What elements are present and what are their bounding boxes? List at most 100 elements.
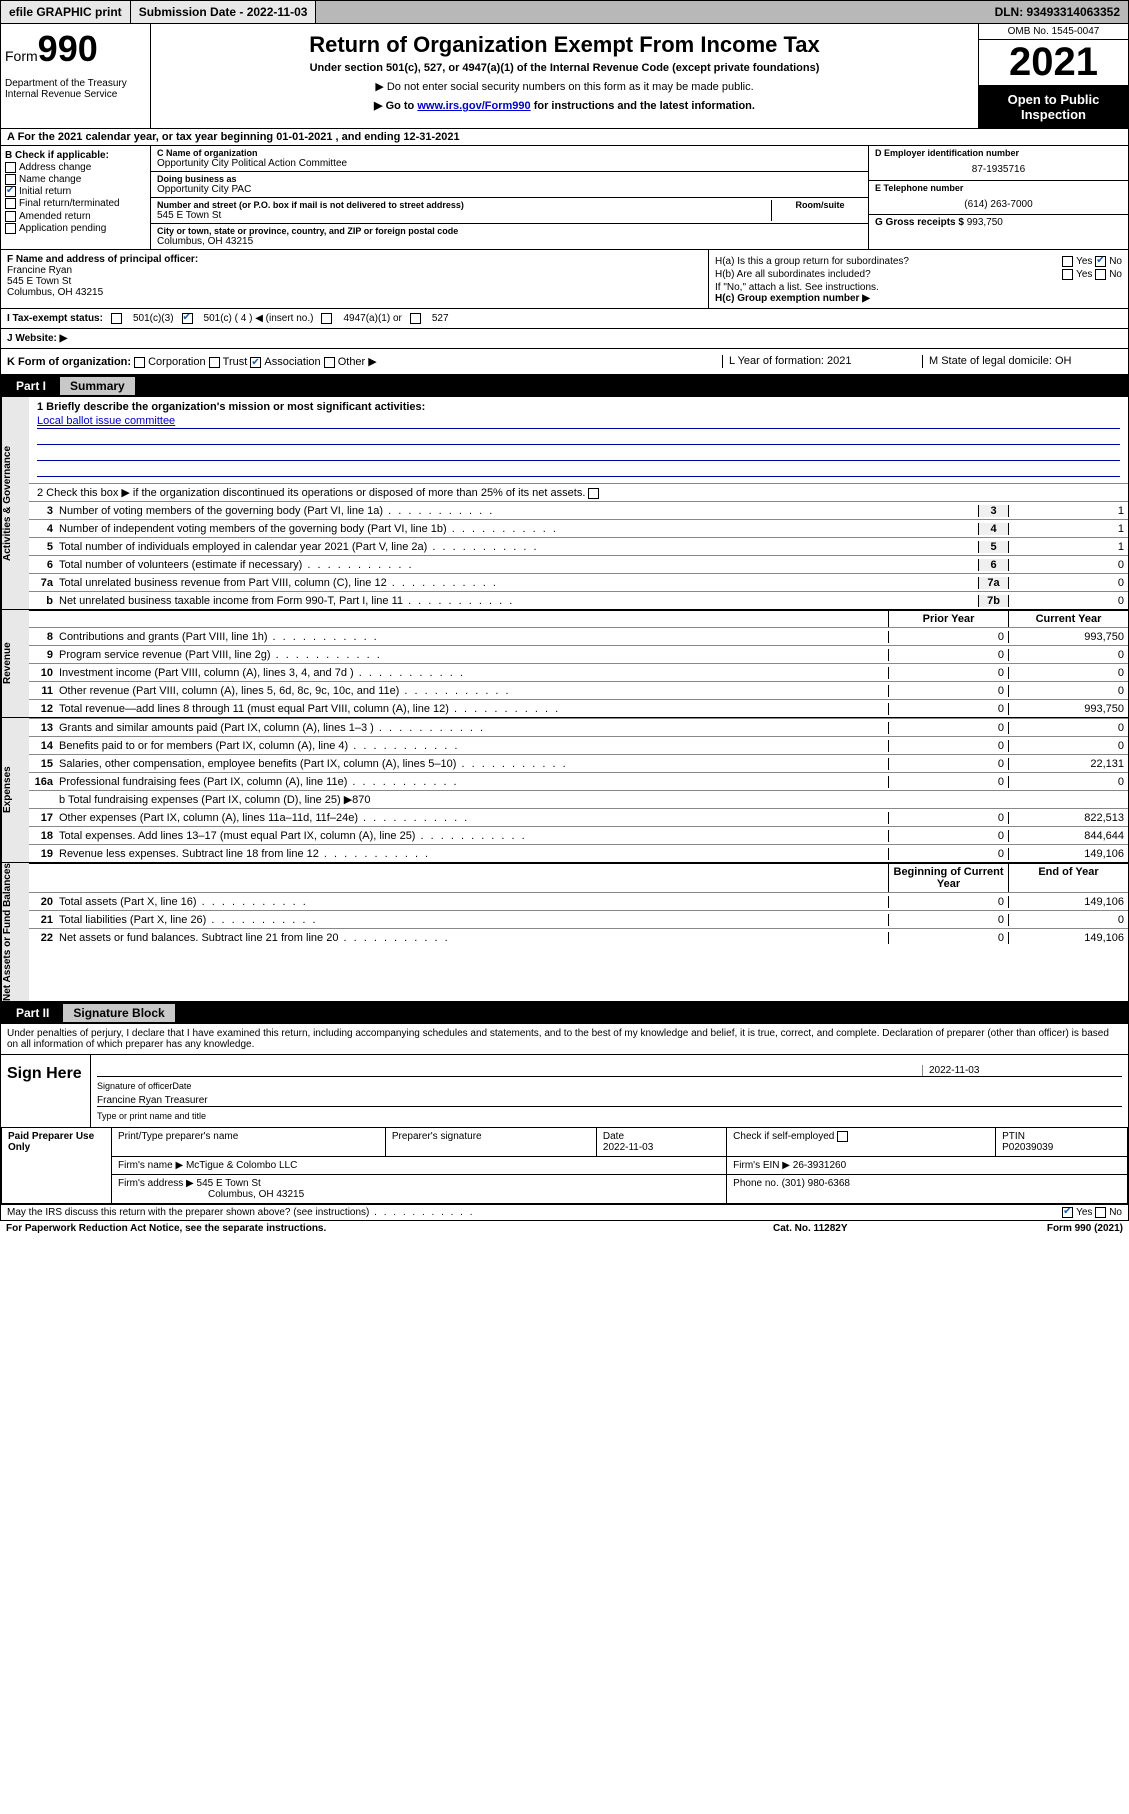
gross-receipts-label: G Gross receipts $ [875,217,964,228]
chk-initial-return[interactable]: Initial return [5,186,146,197]
col-deg: D Employer identification number 87-1935… [868,146,1128,249]
hc-label: H(c) Group exemption number ▶ [715,293,1122,304]
chk-discontinued[interactable] [588,488,599,499]
summary-line: 4Number of independent voting members of… [29,519,1128,537]
summary-line: 20Total assets (Part X, line 16)0149,106 [29,892,1128,910]
summary-line: 22Net assets or fund balances. Subtract … [29,928,1128,946]
ein-label: D Employer identification number [875,148,1122,158]
col-beginning-year: Beginning of Current Year [888,864,1008,892]
col-current-year: Current Year [1008,611,1128,627]
dept-label: Department of the Treasury Internal Reve… [5,78,146,100]
ein-value: 87-1935716 [875,164,1122,175]
vtab-revenue: Revenue [1,610,29,717]
hb-note: If "No," attach a list. See instructions… [715,282,1122,293]
open-to-public: Open to Public Inspection [979,86,1128,128]
efile-print-button[interactable]: efile GRAPHIC print [1,1,131,23]
summary-line: 7aTotal unrelated business revenue from … [29,573,1128,591]
chk-discuss-yes[interactable] [1062,1207,1073,1218]
form-note-2: ▶ Go to www.irs.gov/Form990 for instruct… [159,99,970,112]
paid-preparer-table: Paid Preparer Use Only Print/Type prepar… [1,1127,1128,1204]
form-note-1: ▶ Do not enter social security numbers o… [159,80,970,93]
dba-label: Doing business as [157,174,862,184]
sign-here-label: Sign Here [1,1055,91,1127]
summary-line: 10Investment income (Part VIII, column (… [29,663,1128,681]
sig-date-label: Date [172,1081,372,1091]
officer-name: Francine Ryan [7,265,72,276]
chk-corporation[interactable] [134,357,145,368]
ha-yes-chk[interactable] [1062,256,1073,267]
top-bar: efile GRAPHIC print Submission Date - 20… [0,0,1129,24]
summary-line: 12Total revenue—add lines 8 through 11 (… [29,699,1128,717]
tax-year: 2021 [979,40,1128,86]
prep-check-cell: Check if self-employed [727,1128,996,1157]
summary-line: 14Benefits paid to or for members (Part … [29,736,1128,754]
summary-revenue: Revenue Prior Year Current Year 8Contrib… [0,610,1129,718]
sig-intro: Under penalties of perjury, I declare th… [1,1024,1128,1054]
summary-line: 19Revenue less expenses. Subtract line 1… [29,844,1128,862]
sig-officer-label: Signature of officer [97,1081,172,1091]
chk-501c3[interactable] [111,313,122,324]
block-bcde: B Check if applicable: Address change Na… [0,146,1129,249]
ha-no-chk[interactable] [1095,256,1106,267]
vtab-net-assets: Net Assets or Fund Balances [1,863,29,1001]
org-name: Opportunity City Political Action Commit… [157,158,862,169]
city-state-zip: Columbus, OH 43215 [157,236,862,247]
room-suite-label: Room/suite [772,200,862,221]
col-prior-year: Prior Year [888,611,1008,627]
chk-address-change[interactable]: Address change [5,162,146,173]
summary-line: 17Other expenses (Part IX, column (A), l… [29,808,1128,826]
line-16b: b Total fundraising expenses (Part IX, c… [59,791,888,808]
chk-final-return[interactable]: Final return/terminated [5,198,146,209]
street-address: 545 E Town St [157,210,765,221]
part-2-header: Part II Signature Block [0,1002,1129,1024]
chk-501c[interactable] [182,313,193,324]
chk-4947[interactable] [321,313,332,324]
state-domicile: M State of legal domicile: OH [922,355,1122,368]
telephone-value: (614) 263-7000 [875,199,1122,210]
row-f-h: F Name and address of principal officer:… [0,249,1129,308]
chk-application-pending[interactable]: Application pending [5,223,146,234]
irs-link[interactable]: www.irs.gov/Form990 [417,100,530,112]
hb-no-chk[interactable] [1095,269,1106,280]
signature-block: Under penalties of perjury, I declare th… [0,1024,1129,1205]
footer-discuss: May the IRS discuss this return with the… [0,1205,1129,1221]
form-ref: Form 990 (2021) [973,1223,1123,1234]
officer-name-title: Francine Ryan Treasurer [97,1095,1122,1106]
dln-label: DLN: 93493314063352 [987,1,1128,23]
part-1-header: Part I Summary [0,375,1129,397]
hb-yes-chk[interactable] [1062,269,1073,280]
chk-name-change[interactable]: Name change [5,174,146,185]
mission-text[interactable]: Local ballot issue committee [37,415,175,427]
summary-expenses: Expenses 13Grants and similar amounts pa… [0,718,1129,863]
dba-name: Opportunity City PAC [157,184,862,195]
summary-line: 6Total number of volunteers (estimate if… [29,555,1128,573]
chk-discuss-no[interactable] [1095,1207,1106,1218]
telephone-label: E Telephone number [875,183,1122,193]
name-title-label: Type or print name and title [97,1111,1122,1121]
chk-527[interactable] [410,313,421,324]
pra-notice: For Paperwork Reduction Act Notice, see … [6,1223,773,1234]
chk-trust[interactable] [209,357,220,368]
prep-date-cell: Date2022-11-03 [596,1128,726,1157]
firm-name-cell: Firm's name ▶ McTigue & Colombo LLC [112,1157,727,1175]
firm-addr-cell: Firm's address ▶ 545 E Town St Columbus,… [112,1175,727,1204]
vtab-activities: Activities & Governance [1,397,29,609]
line1-label: 1 Briefly describe the organization's mi… [37,401,425,413]
firm-phone-cell: Phone no. (301) 980-6368 [727,1175,1128,1204]
firm-ein-cell: Firm's EIN ▶ 26-3931260 [727,1157,1128,1175]
hb-label: H(b) Are all subordinates included? [715,269,871,280]
line2: 2 Check this box ▶ if the organization d… [29,484,1128,501]
chk-self-employed[interactable] [837,1131,848,1142]
submission-date-button[interactable]: Submission Date - 2022-11-03 [131,1,317,23]
summary-line: 8Contributions and grants (Part VIII, li… [29,627,1128,645]
sig-date: 2022-11-03 [922,1065,1122,1076]
gross-receipts-value: 993,750 [967,217,1003,228]
footer-bottom: For Paperwork Reduction Act Notice, see … [0,1221,1129,1236]
chk-association[interactable] [250,357,261,368]
form-number: Form990 [5,28,146,70]
summary-line: 16aProfessional fundraising fees (Part I… [29,772,1128,790]
chk-other[interactable] [324,357,335,368]
col-b-checkboxes: B Check if applicable: Address change Na… [1,146,151,249]
summary-net-assets: Net Assets or Fund Balances Beginning of… [0,863,1129,1002]
chk-amended-return[interactable]: Amended return [5,211,146,222]
